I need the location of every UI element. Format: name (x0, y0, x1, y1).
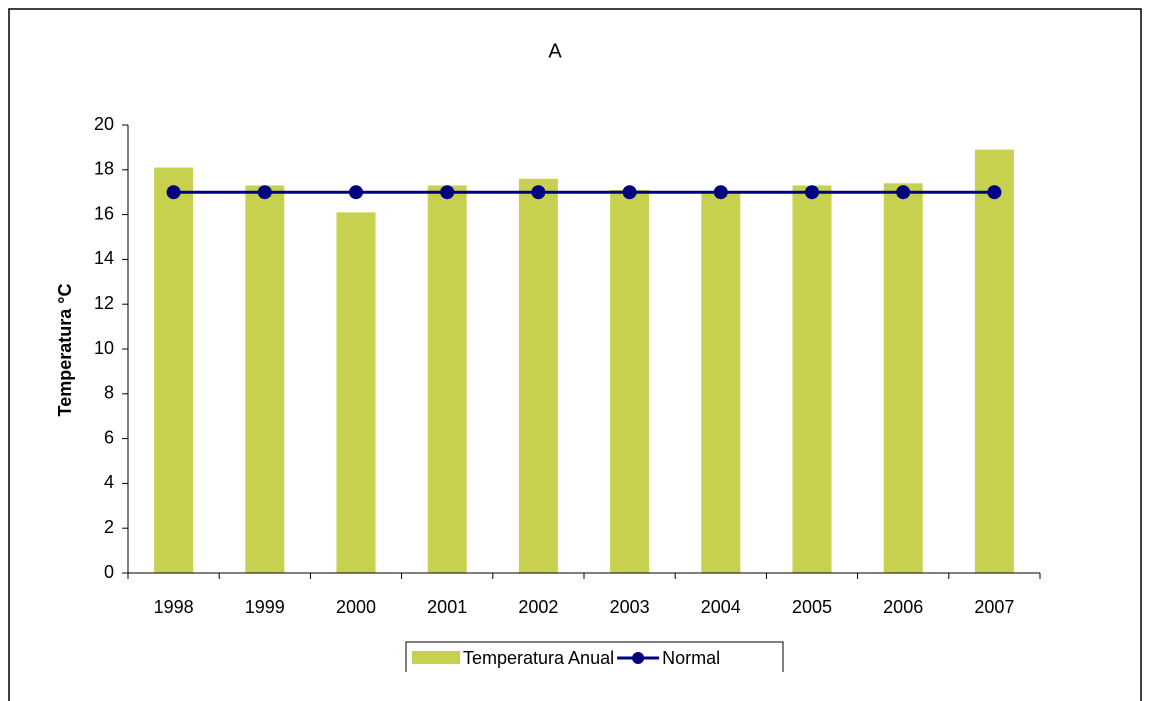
y-tick-label: 18 (94, 159, 114, 179)
bar (701, 192, 741, 573)
x-tick-label: 2007 (974, 597, 1014, 617)
bar (245, 185, 285, 574)
y-tick-label: 12 (94, 293, 114, 313)
x-tick-label: 1998 (154, 597, 194, 617)
legend-label: Temperatura Anual (463, 648, 614, 668)
y-tick-label: 20 (94, 114, 114, 134)
y-tick-label: 4 (104, 472, 114, 492)
y-tick-label: 8 (104, 383, 114, 403)
bar (792, 185, 832, 574)
legend-box (405, 641, 784, 672)
x-tick-label: 2003 (610, 597, 650, 617)
y-tick-label: 6 (104, 427, 114, 447)
x-tick-label: 2002 (518, 597, 558, 617)
line-marker (622, 185, 637, 200)
y-tick-label: 16 (94, 203, 114, 223)
y-tick-label: 10 (94, 338, 114, 358)
y-tick-label: 2 (104, 517, 114, 537)
bar (518, 178, 558, 573)
line-marker (257, 185, 272, 200)
y-tick-label: 0 (104, 562, 114, 582)
x-tick-label: 2006 (883, 597, 923, 617)
bar (610, 189, 650, 573)
line-marker (713, 185, 728, 200)
x-tick-label: 2005 (792, 597, 832, 617)
bar (336, 212, 376, 574)
line-marker (896, 185, 911, 200)
line-marker (531, 185, 546, 200)
bar (883, 183, 923, 574)
bar (974, 149, 1014, 573)
x-tick-label: 2000 (336, 597, 376, 617)
legend-label: Normal (662, 648, 720, 668)
line-marker (440, 185, 455, 200)
frame (8, 8, 1142, 701)
y-axis-label: Temperatura °C (55, 284, 75, 417)
line-marker (987, 185, 1002, 200)
y-tick-label: 14 (94, 248, 114, 268)
chart-title: A (548, 40, 562, 62)
x-tick-label: 2004 (701, 597, 741, 617)
legend-swatch (412, 651, 460, 664)
x-tick-label: 2001 (427, 597, 467, 617)
x-tick-label: 1999 (245, 597, 285, 617)
legend-marker (632, 652, 645, 664)
line-marker (805, 185, 819, 200)
line-marker (349, 185, 363, 200)
line-marker (166, 185, 181, 200)
bar (427, 185, 467, 574)
bar (154, 167, 194, 573)
